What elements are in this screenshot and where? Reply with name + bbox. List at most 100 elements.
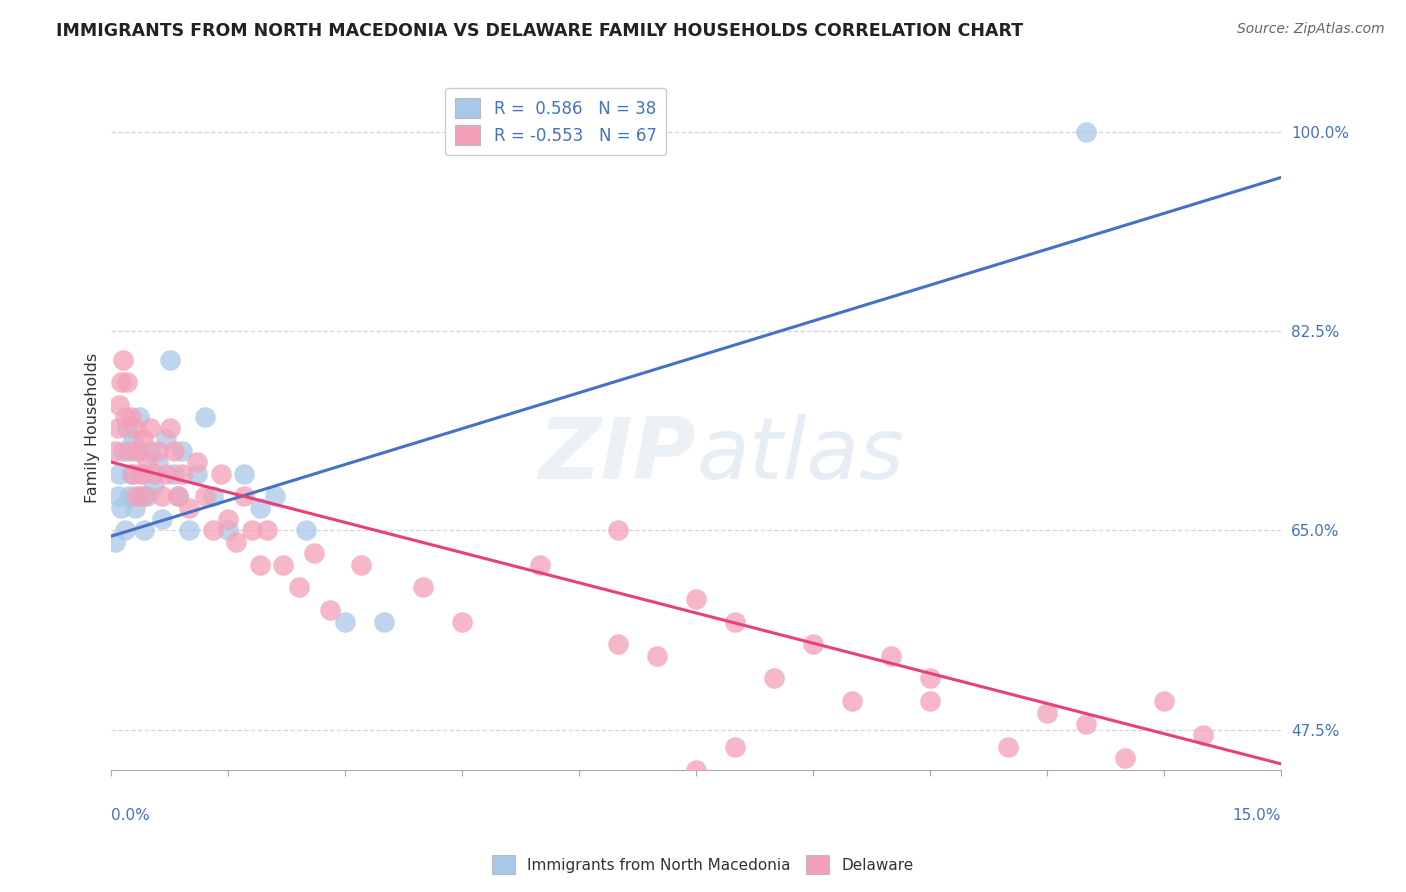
Point <box>186 455 208 469</box>
Point <box>1036 706 1059 720</box>
Point <box>179 524 201 538</box>
Point <box>117 489 139 503</box>
Point <box>302 546 325 560</box>
Point <box>607 637 630 651</box>
Point <box>295 524 318 538</box>
Point <box>135 455 157 469</box>
Point <box>131 433 153 447</box>
Point <box>125 489 148 503</box>
Point <box>1076 125 1098 139</box>
Point <box>249 558 271 572</box>
Point <box>124 421 146 435</box>
Point <box>209 467 232 481</box>
Point <box>880 648 903 663</box>
Text: 15.0%: 15.0% <box>1233 808 1281 823</box>
Point <box>264 489 287 503</box>
Point <box>166 489 188 503</box>
Point <box>1153 820 1175 834</box>
Point <box>129 489 152 503</box>
Point <box>107 489 129 503</box>
Legend: Immigrants from North Macedonia, Delaware: Immigrants from North Macedonia, Delawar… <box>486 849 920 880</box>
Point <box>150 489 173 503</box>
Point <box>112 352 135 367</box>
Point <box>163 443 186 458</box>
Point <box>645 648 668 663</box>
Point <box>115 376 138 390</box>
Point <box>120 467 142 481</box>
Point <box>110 500 132 515</box>
Point <box>115 421 138 435</box>
Point <box>529 558 551 572</box>
Point <box>724 739 747 754</box>
Text: atlas: atlas <box>696 414 904 497</box>
Point <box>159 352 181 367</box>
Point <box>271 558 294 572</box>
Point <box>997 739 1019 754</box>
Point <box>841 694 863 708</box>
Point <box>110 376 132 390</box>
Point <box>128 409 150 424</box>
Point <box>143 478 166 492</box>
Point <box>1153 694 1175 708</box>
Point <box>201 524 224 538</box>
Point <box>117 443 139 458</box>
Point <box>217 512 239 526</box>
Point <box>125 443 148 458</box>
Point <box>122 467 145 481</box>
Point <box>129 467 152 481</box>
Point <box>194 409 217 424</box>
Point <box>194 489 217 503</box>
Point <box>170 443 193 458</box>
Point <box>233 467 256 481</box>
Point <box>763 672 786 686</box>
Point <box>373 615 395 629</box>
Point <box>186 467 208 481</box>
Point <box>957 785 980 799</box>
Point <box>155 467 177 481</box>
Point <box>685 763 707 777</box>
Point <box>134 489 156 503</box>
Point <box>128 443 150 458</box>
Point <box>150 512 173 526</box>
Point <box>134 524 156 538</box>
Point <box>155 433 177 447</box>
Point <box>249 500 271 515</box>
Text: 0.0%: 0.0% <box>111 808 150 823</box>
Point <box>107 421 129 435</box>
Point <box>114 524 136 538</box>
Text: ZIP: ZIP <box>538 414 696 497</box>
Point <box>131 467 153 481</box>
Legend: R =  0.586   N = 38, R = -0.553   N = 67: R = 0.586 N = 38, R = -0.553 N = 67 <box>446 87 666 155</box>
Point <box>256 524 278 538</box>
Text: Source: ZipAtlas.com: Source: ZipAtlas.com <box>1237 22 1385 37</box>
Point <box>163 467 186 481</box>
Point <box>159 421 181 435</box>
Point <box>412 581 434 595</box>
Point <box>233 489 256 503</box>
Point <box>114 409 136 424</box>
Point <box>139 421 162 435</box>
Point <box>120 409 142 424</box>
Y-axis label: Family Households: Family Households <box>86 353 100 503</box>
Point <box>335 615 357 629</box>
Point <box>319 603 342 617</box>
Point <box>1076 717 1098 731</box>
Point <box>122 433 145 447</box>
Point <box>148 455 170 469</box>
Point <box>1153 808 1175 822</box>
Point <box>108 467 131 481</box>
Point <box>607 524 630 538</box>
Point <box>135 489 157 503</box>
Point <box>225 534 247 549</box>
Text: IMMIGRANTS FROM NORTH MACEDONIA VS DELAWARE FAMILY HOUSEHOLDS CORRELATION CHART: IMMIGRANTS FROM NORTH MACEDONIA VS DELAW… <box>56 22 1024 40</box>
Point <box>201 489 224 503</box>
Point <box>451 615 474 629</box>
Point <box>104 443 127 458</box>
Point <box>920 694 942 708</box>
Point <box>1114 751 1136 765</box>
Point <box>801 637 824 651</box>
Point <box>685 591 707 606</box>
Point <box>143 467 166 481</box>
Point <box>179 500 201 515</box>
Point <box>287 581 309 595</box>
